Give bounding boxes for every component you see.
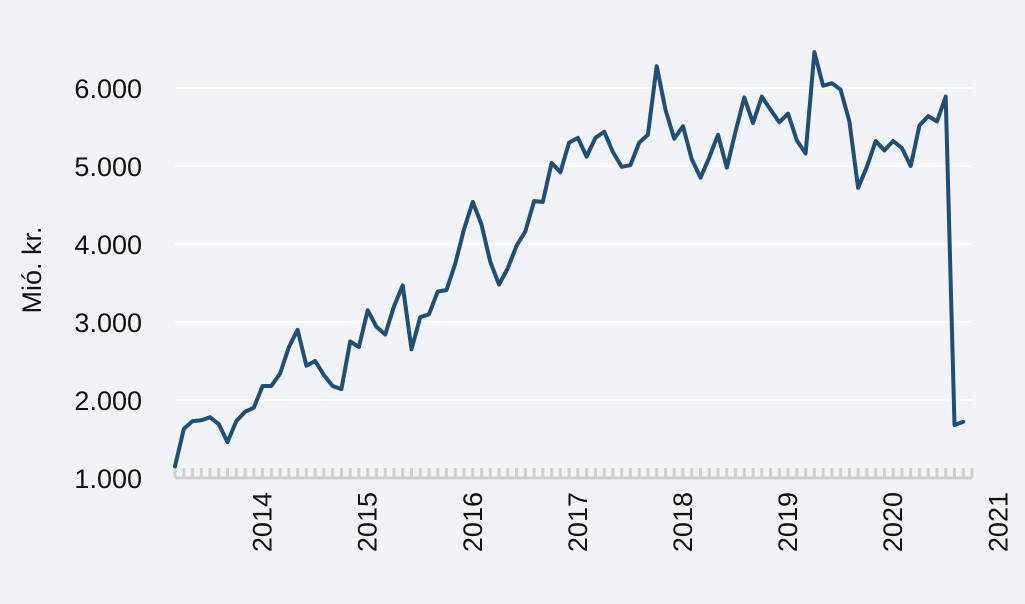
- y-tick-label: 3.000: [74, 308, 142, 338]
- gridlines: [175, 87, 972, 401]
- x-tick-label: 2019: [773, 492, 803, 552]
- x-tick-label: 2015: [353, 492, 383, 552]
- x-axis-tick-labels: 2014 2015 2016 2017 2018 2019 2020 2021: [248, 492, 1014, 552]
- x-tick-label: 2020: [878, 492, 908, 552]
- series-line: [173, 50, 966, 469]
- x-tick-label: 2016: [458, 492, 488, 552]
- y-tick-label: 6.000: [74, 74, 142, 104]
- y-axis-tick-labels: 1.000 2.000 3.000 4.000 5.000 6.000: [74, 74, 142, 494]
- y-tick-label: 1.000: [74, 464, 142, 494]
- y-tick-label: 5.000: [74, 152, 142, 182]
- y-tick-label: 4.000: [74, 230, 142, 260]
- y-tick-label: 2.000: [74, 386, 142, 416]
- y-axis-title: Mió. kr.: [17, 226, 47, 313]
- x-tick-label: 2021: [983, 492, 1013, 552]
- x-axis-ticks: [173, 468, 974, 478]
- x-tick-label: 2017: [563, 492, 593, 552]
- x-tick-label: 2014: [248, 492, 278, 552]
- x-tick-label: 2018: [668, 492, 698, 552]
